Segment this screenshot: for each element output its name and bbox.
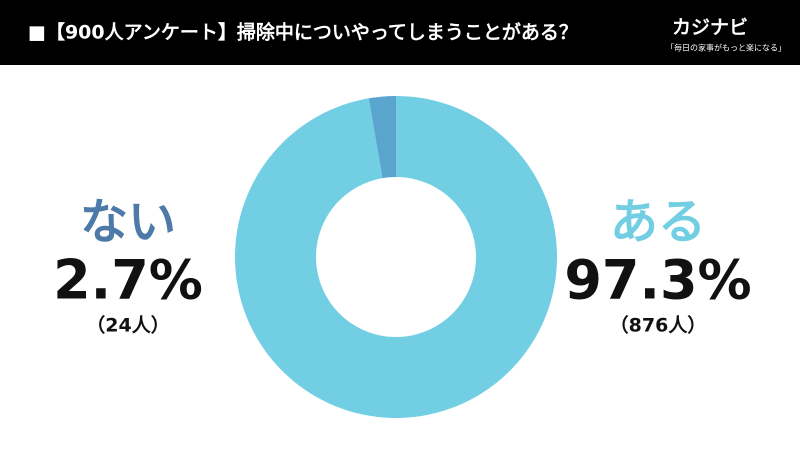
donut-segment: [368, 96, 396, 179]
value-label: 97.3%: [564, 249, 751, 312]
count-label: （876人）: [610, 314, 707, 337]
tagline: 「毎日の家事がもっと楽になる」: [666, 43, 786, 53]
header-bar: [0, 0, 800, 65]
brand: カジナビ: [672, 17, 748, 39]
category-label: ない: [80, 194, 176, 250]
count-label: （24人）: [86, 314, 169, 337]
chart-title: ■【900人アンケート】掃除中についやってしまうことがある？: [28, 21, 578, 44]
category-label: ある: [610, 194, 706, 250]
donut-segment: [235, 96, 557, 418]
value-label: 2.7%: [53, 249, 203, 312]
